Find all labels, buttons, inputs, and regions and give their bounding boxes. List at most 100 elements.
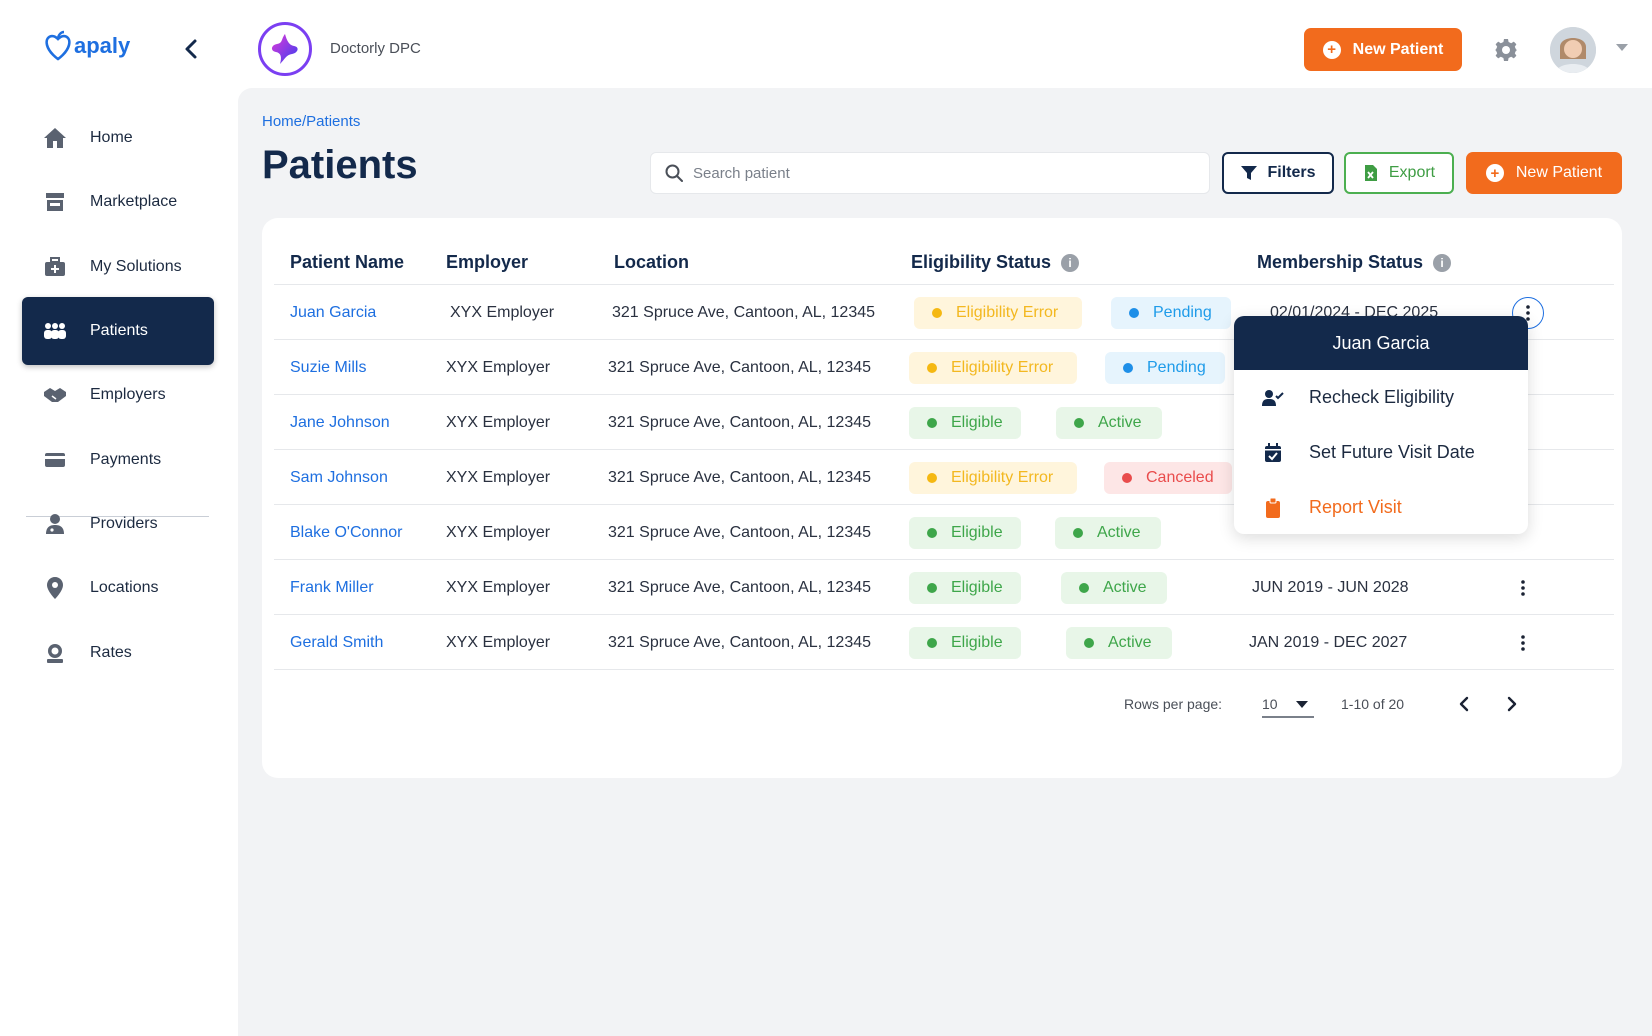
breadcrumb[interactable]: Home/Patients xyxy=(262,113,361,130)
dropdown-arrow-icon xyxy=(1296,701,1308,708)
patient-name-link[interactable]: Gerald Smith xyxy=(290,634,384,651)
patient-name-link[interactable]: Jane Johnson xyxy=(290,414,390,431)
sidebar-item-providers[interactable]: Providers xyxy=(22,490,214,558)
table-row[interactable]: Gerald Smith XYX Employer 321 Spruce Ave… xyxy=(262,614,1622,672)
row-actions-button[interactable] xyxy=(1511,576,1535,600)
header-label: Eligibility Status xyxy=(911,252,1052,272)
chevron-left-icon xyxy=(1459,696,1469,712)
sidebar: apaly Home Marketplace My Solutions Pati… xyxy=(0,0,238,1036)
location-cell: 321 Spruce Ave, Cantoon, AL, 12345 xyxy=(608,634,872,651)
kebab-menu-icon xyxy=(1526,305,1530,321)
badge-label: Pending xyxy=(1153,304,1212,321)
eligibility-badge: Eligible xyxy=(909,407,1021,439)
status-dot xyxy=(927,473,937,483)
table-row[interactable]: Blake O'Connor XYX Employer 321 Spruce A… xyxy=(262,504,1622,562)
column-header-patient-name[interactable]: Patient Name xyxy=(290,252,404,273)
patient-name-link[interactable]: Sam Johnson xyxy=(290,469,388,486)
previous-page-button[interactable] xyxy=(1452,692,1476,716)
settings-button[interactable] xyxy=(1494,38,1518,62)
briefcase-icon xyxy=(42,254,68,280)
user-check-icon xyxy=(1262,387,1284,409)
column-header-location[interactable]: Location xyxy=(614,252,689,273)
column-header-employer[interactable]: Employer xyxy=(446,252,528,273)
patient-name-link[interactable]: Frank Miller xyxy=(290,579,374,596)
new-patient-label: New Patient xyxy=(1352,40,1444,58)
location-cell: 321 Spruce Ave, Cantoon, AL, 12345 xyxy=(608,359,872,376)
patient-name-link[interactable]: Blake O'Connor xyxy=(290,524,403,541)
rows-per-page-select[interactable]: 10 xyxy=(1262,688,1314,718)
column-header-eligibility-status[interactable]: Eligibility Status i xyxy=(911,252,1080,273)
search-input[interactable]: Search patient xyxy=(650,152,1210,194)
column-header-membership-status[interactable]: Membership Status i xyxy=(1257,252,1452,273)
gear-icon xyxy=(1495,39,1517,61)
sidebar-item-my-solutions[interactable]: My Solutions xyxy=(22,233,214,301)
user-avatar[interactable] xyxy=(1550,27,1596,73)
membership-badge: Active xyxy=(1066,627,1172,659)
employer-cell: XYX Employer xyxy=(446,359,551,376)
status-dot xyxy=(927,583,937,593)
handshake-icon xyxy=(42,382,68,408)
employer-cell: XYX Employer xyxy=(446,579,551,596)
sidebar-item-payments[interactable]: Payments xyxy=(22,426,214,494)
table-row[interactable]: Suzie Mills XYX Employer 321 Spruce Ave,… xyxy=(262,339,1622,397)
chevron-down-icon[interactable] xyxy=(1616,44,1628,51)
filters-button[interactable]: Filters xyxy=(1222,152,1334,194)
sidebar-item-label: Rates xyxy=(90,644,132,661)
plus-icon: + xyxy=(1485,164,1504,182)
search-icon xyxy=(665,164,683,182)
patient-name-link[interactable]: Suzie Mills xyxy=(290,359,367,376)
row-actions-button[interactable] xyxy=(1512,297,1544,329)
status-dot xyxy=(927,418,937,428)
employer-cell: XYX Employer xyxy=(446,414,551,431)
table-row[interactable]: Jane Johnson XYX Employer 321 Spruce Ave… xyxy=(262,394,1622,452)
badge-label: Eligibility Error xyxy=(956,304,1059,321)
new-patient-label: New Patient xyxy=(1515,164,1603,181)
header-label: Patient Name xyxy=(290,252,405,272)
patient-name-link[interactable]: Juan Garcia xyxy=(290,304,377,321)
row-actions-menu: Juan Garcia Recheck Eligibility Set Futu… xyxy=(1234,316,1528,534)
sidebar-item-employers[interactable]: Employers xyxy=(22,361,214,429)
sidebar-item-home[interactable]: Home xyxy=(22,104,214,172)
row-actions-button[interactable] xyxy=(1511,631,1535,655)
header-divider xyxy=(274,284,1614,285)
kebab-menu-icon xyxy=(1521,635,1525,651)
doctorly-logo xyxy=(258,22,312,76)
table-row[interactable]: Sam Johnson XYX Employer 321 Spruce Ave,… xyxy=(262,449,1622,507)
status-dot xyxy=(927,638,937,648)
membership-badge: Active xyxy=(1061,572,1167,604)
status-dot xyxy=(1122,473,1132,483)
avatar-image xyxy=(1550,27,1596,73)
eligibility-badge: Eligible xyxy=(909,517,1021,549)
logo-text: apaly xyxy=(74,33,131,58)
sidebar-item-rates[interactable]: Rates xyxy=(22,619,214,687)
menu-title: Juan Garcia xyxy=(1234,316,1528,370)
export-button[interactable]: Export xyxy=(1344,152,1454,194)
sidebar-item-locations[interactable]: Locations xyxy=(22,554,214,622)
info-icon[interactable]: i xyxy=(1061,253,1080,272)
info-icon[interactable]: i xyxy=(1433,253,1452,272)
badge-label: Active xyxy=(1098,414,1142,431)
menu-item-report-visit[interactable]: Report Visit xyxy=(1234,480,1528,534)
badge-label: Eligible xyxy=(951,524,1003,541)
apaly-logo[interactable]: apaly xyxy=(44,30,130,62)
new-patient-button[interactable]: + New Patient xyxy=(1466,152,1622,194)
menu-item-recheck-eligibility[interactable]: Recheck Eligibility xyxy=(1234,370,1528,425)
table-row[interactable]: Juan Garcia XYX Employer 321 Spruce Ave,… xyxy=(262,284,1622,342)
status-dot xyxy=(1079,583,1089,593)
calendar-check-icon xyxy=(1262,442,1284,464)
employer-cell: XYX Employer xyxy=(450,304,555,321)
sidebar-item-marketplace[interactable]: Marketplace xyxy=(22,168,214,236)
next-page-button[interactable] xyxy=(1500,692,1524,716)
sidebar-item-patients[interactable]: Patients xyxy=(22,297,214,365)
location-cell: 321 Spruce Ave, Cantoon, AL, 12345 xyxy=(608,579,872,596)
eligibility-badge: Eligibility Error xyxy=(914,297,1082,329)
chevron-left-icon xyxy=(185,39,197,59)
menu-item-set-future-visit-date[interactable]: Set Future Visit Date xyxy=(1234,425,1528,480)
membership-badge: Active xyxy=(1056,407,1162,439)
row-divider xyxy=(274,339,1614,340)
row-divider xyxy=(274,559,1614,560)
table-row[interactable]: Frank Miller XYX Employer 321 Spruce Ave… xyxy=(262,559,1622,617)
membership-badge: Pending xyxy=(1105,352,1225,384)
collapse-sidebar-button[interactable] xyxy=(180,36,202,62)
top-new-patient-button[interactable]: + New Patient xyxy=(1304,28,1462,71)
